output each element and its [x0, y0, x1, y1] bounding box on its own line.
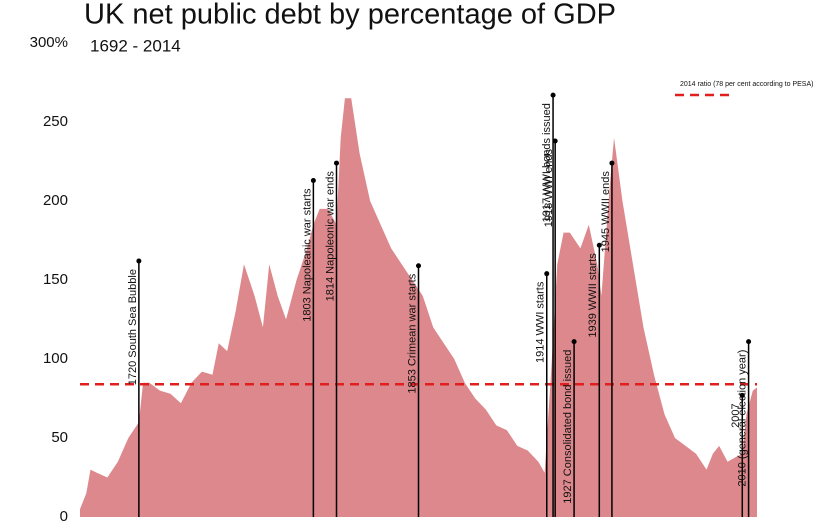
annotation-label: 1803 Napoleanic war starts: [301, 188, 313, 322]
annotation-dot: [550, 92, 556, 98]
annotation-dot: [544, 271, 550, 277]
y-tick-label: 50: [51, 429, 68, 446]
annotation-label: 1939 WWII starts: [587, 253, 599, 338]
annotation-dot: [739, 392, 745, 398]
annotation-label: 1814 Napoleonic war ends: [324, 171, 336, 302]
y-tick-label: 100: [43, 350, 68, 367]
y-tick-label: 0: [60, 508, 68, 523]
annotation-label: 1914 WWI starts: [535, 281, 547, 363]
y-tick-label: 150: [43, 271, 68, 288]
annotation-label: 1927 Consolidated bond issued: [562, 350, 574, 504]
legend-label: 2014 ratio (78 per cent according to PES…: [680, 81, 813, 88]
chart-subtitle: 1692 - 2014: [90, 36, 181, 55]
y-tick-label: 300%: [30, 34, 68, 51]
annotation-dot: [552, 138, 558, 144]
annotation-dot: [596, 242, 602, 248]
annotation-dot: [746, 339, 752, 345]
annotation-dot: [571, 339, 577, 345]
annotation-label: 1720 South Sea Bubble: [127, 269, 139, 385]
annotation-dot: [334, 160, 340, 166]
annotation-label: 1918 WWI ends: [543, 148, 555, 227]
annotation-label: 2007: [730, 403, 742, 427]
annotation-label: 2010 (general election year): [736, 350, 748, 487]
annotation-label: 1917 WWI bonds issued: [541, 103, 553, 222]
annotation-dot: [310, 177, 316, 183]
chart-title: UK net public debt by percentage of GDP: [84, 0, 616, 31]
annotation-label: 1945 WWII ends: [600, 171, 612, 253]
annotation-dot: [609, 160, 615, 166]
annotation-label: 1853 Crimean war starts: [406, 273, 418, 393]
y-tick-label: 250: [43, 113, 68, 130]
annotation-dot: [416, 263, 421, 269]
y-tick-label: 200: [43, 192, 68, 209]
annotation-dot: [136, 258, 142, 264]
